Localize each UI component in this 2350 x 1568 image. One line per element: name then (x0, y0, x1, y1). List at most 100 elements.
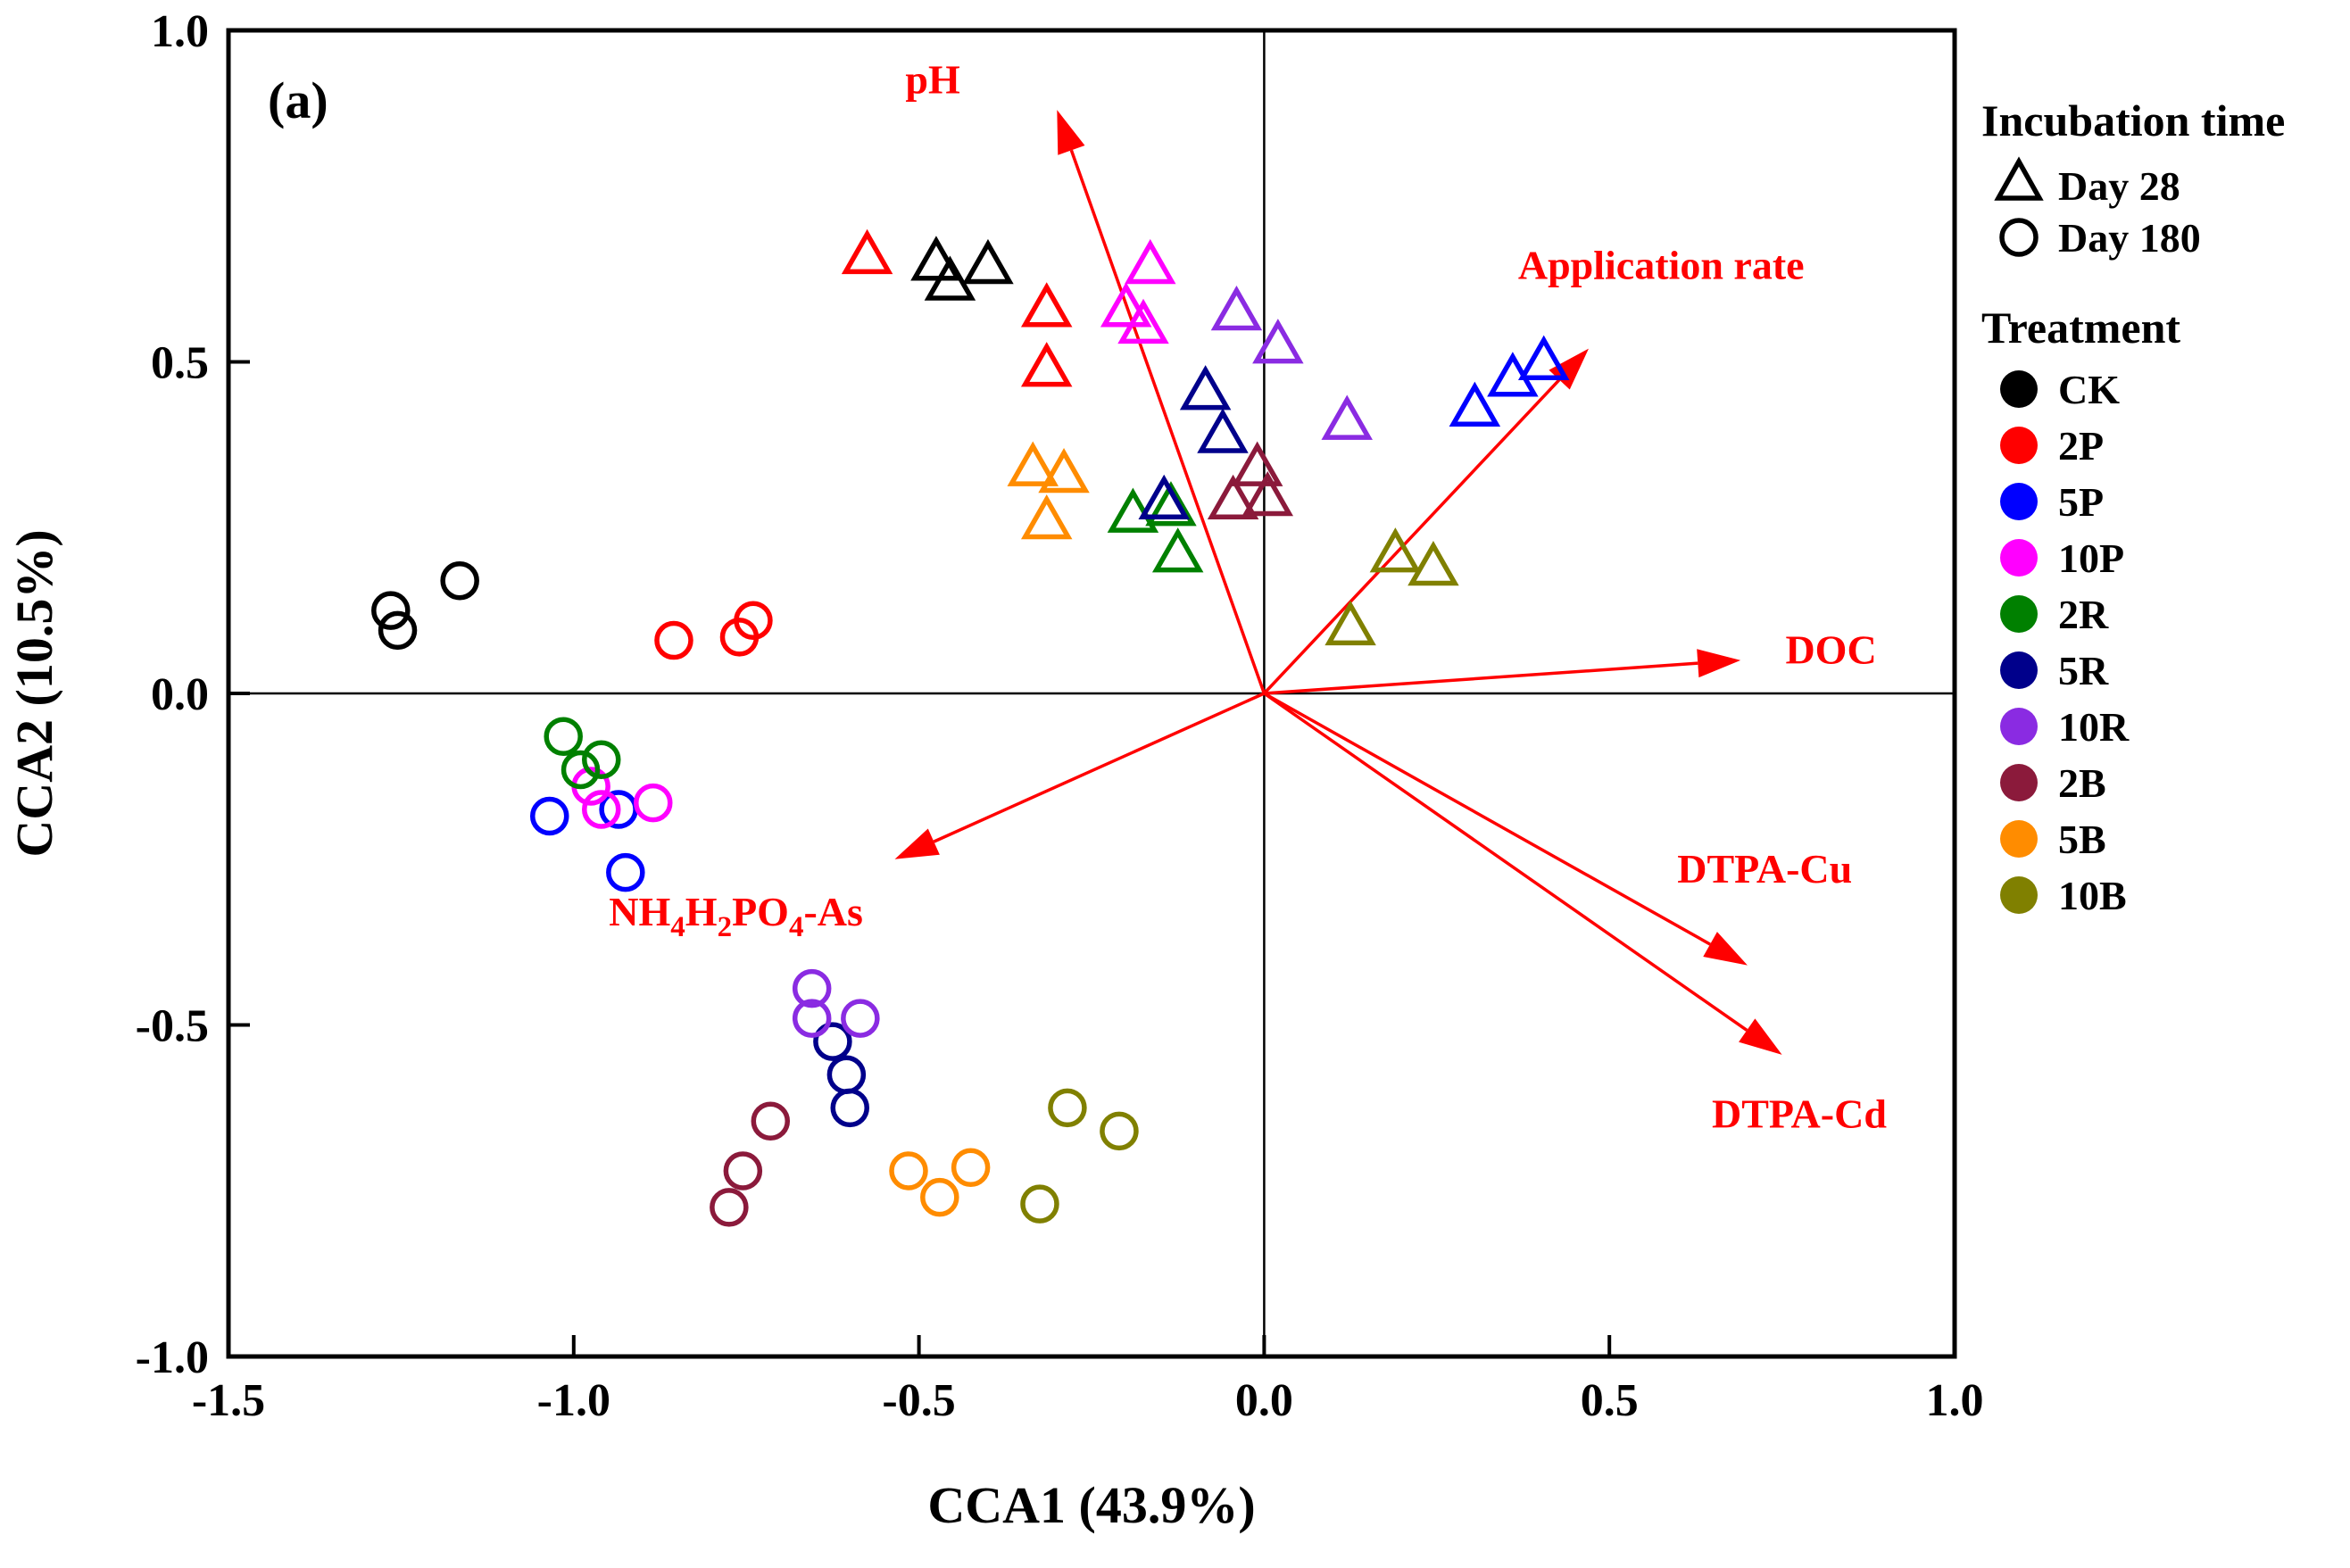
point-ck-day180 (378, 610, 418, 651)
vector-arrowhead-dtpa-cd (1739, 1018, 1782, 1055)
x-tick-label: -1.5 (192, 1375, 265, 1426)
vector-arrowhead-dtpa-cu (1703, 932, 1748, 966)
point-10r-day180 (841, 999, 880, 1038)
y-tick-label: -1.0 (136, 1332, 209, 1383)
vector-line-dtpa-cd (1263, 692, 1748, 1032)
legend-swatch-2p (2000, 427, 2038, 464)
point-10b-day28 (1408, 541, 1459, 586)
point-ck-day180 (440, 560, 479, 601)
point-2b-day28 (1231, 441, 1283, 486)
point-10b-day28 (1324, 600, 1376, 646)
y-tick-label: 0.5 (151, 338, 209, 389)
point-5b-day180 (920, 1177, 959, 1217)
x-tick-label: 0.5 (1581, 1375, 1639, 1426)
vector-label-dtpa-cu: DTPA-Cu (1677, 846, 1852, 892)
point-2p-day28 (841, 228, 893, 275)
point-2r-day180 (561, 750, 601, 790)
legend-treatment-item: 2B (2058, 760, 2106, 806)
point-5p-day28 (1517, 335, 1570, 380)
point-10r-day28 (1210, 285, 1263, 331)
legend-treatment-item: 5R (2058, 648, 2109, 693)
data-points (371, 228, 1570, 1227)
legend: Incubation time Day 28 Day 180 Treatment CK 2… (1981, 95, 2285, 918)
legend-incubation-title: Incubation time (1981, 95, 2285, 145)
point-10p-day28 (1117, 298, 1169, 344)
point-ck-day28 (924, 255, 976, 301)
x-tick-label: 0.0 (1235, 1375, 1293, 1426)
point-ck-day28 (910, 236, 962, 281)
point-10b-day180 (1020, 1184, 1059, 1224)
point-2r-day180 (581, 740, 621, 780)
vector-line-application-rate (1263, 378, 1561, 695)
point-2r-day28 (1145, 481, 1197, 527)
point-5r-day28 (1197, 408, 1249, 453)
point-ck-day28 (962, 238, 1014, 285)
legend-swatch-5b (2000, 820, 2038, 858)
point-2p-day28 (1020, 282, 1073, 328)
point-10p-day180 (581, 790, 621, 829)
point-2b-day28 (1207, 474, 1259, 519)
point-2r-day28 (1151, 527, 1204, 573)
point-5p-day180 (606, 852, 645, 892)
point-2p-day28 (1020, 342, 1073, 387)
point-2p-day180 (734, 601, 773, 641)
legend-treatment-item: 10R (2058, 704, 2130, 750)
point-5b-day28 (1020, 494, 1073, 540)
vector-line-nh4h2po4-as (933, 692, 1266, 843)
point-2r-day180 (544, 717, 583, 757)
point-5b-day180 (889, 1151, 928, 1191)
legend-treatment-item: 5B (2058, 817, 2106, 862)
legend-treatment-item: 10B (2058, 873, 2127, 918)
x-tick-label: -0.5 (882, 1375, 955, 1426)
point-10r-day180 (792, 968, 832, 1008)
legend-swatch-2r (2000, 595, 2038, 633)
vector-label-application-rate: Application rate (1518, 243, 1805, 288)
y-tick-label: 0.0 (151, 669, 209, 720)
legend-swatch-10r (2000, 708, 2038, 745)
vector-label-ph: pH (905, 57, 960, 103)
y-tick-label: 1.0 (151, 6, 209, 57)
legend-swatch-ck (2000, 370, 2038, 408)
point-10p-day28 (1100, 282, 1152, 328)
legend-incubation-item: Day 180 (2058, 215, 2201, 261)
legend-swatch-5r (2000, 651, 2038, 689)
vector-arrows: pH Application rate DOC NH4H2PO4-As DTPA-Cu D… (609, 57, 1887, 1137)
y-axis-title: CCA2 (10.5%) (5, 529, 63, 857)
legend-treatment-item: 2P (2058, 423, 2104, 469)
legend-treatment-item: 10P (2058, 535, 2124, 581)
panel-label: (a) (268, 71, 328, 129)
point-5r-day28 (1138, 474, 1190, 519)
x-tick-label: 1.0 (1926, 1375, 1984, 1426)
vector-arrowhead-doc (1697, 649, 1741, 678)
vector-label-dtpa-cd: DTPA-Cd (1712, 1091, 1887, 1137)
point-5p-day180 (529, 796, 569, 836)
x-tick-label: -1.0 (537, 1375, 610, 1426)
point-10p-day28 (1125, 238, 1176, 285)
point-10r-day180 (792, 999, 832, 1038)
legend-swatch-5p (2000, 483, 2038, 520)
point-10p-day180 (634, 783, 673, 823)
point-2b-day180 (723, 1151, 763, 1191)
legend-day28-triangle-icon (1994, 156, 2044, 201)
vector-line-ph (1069, 149, 1266, 694)
point-5p-day28 (1449, 381, 1501, 427)
legend-day180-circle-icon (1999, 218, 2039, 257)
point-5r-day28 (1179, 365, 1232, 411)
point-5r-day180 (813, 1022, 852, 1061)
x-axis-title: CCA1 (43.9%) (927, 1476, 1255, 1534)
legend-swatch-10b (2000, 876, 2038, 914)
point-5b-day28 (1038, 447, 1090, 494)
vector-arrowhead-nh4h2po4-as (894, 828, 940, 859)
legend-treatment-item: 2R (2058, 592, 2109, 637)
point-10r-day28 (1321, 394, 1373, 440)
legend-treatment-item: 5P (2058, 479, 2104, 525)
point-10b-day28 (1369, 527, 1422, 573)
point-5b-day180 (951, 1148, 991, 1187)
vector-arrowhead-ph (1057, 110, 1085, 155)
legend-incubation-item: Day 28 (2058, 163, 2180, 209)
point-5b-day28 (1007, 441, 1059, 486)
point-5r-day180 (830, 1088, 869, 1128)
